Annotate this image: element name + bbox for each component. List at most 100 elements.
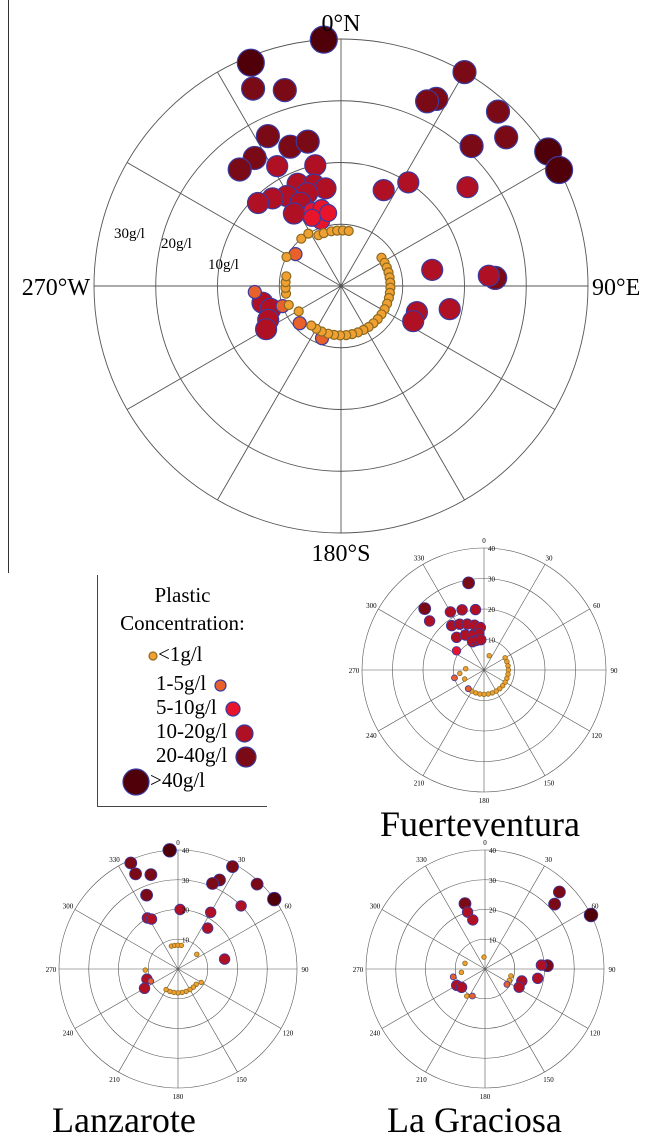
- angle-tick-label: 300: [370, 903, 381, 911]
- direction-label: 90°E: [592, 275, 640, 301]
- data-point: [204, 906, 217, 919]
- data-point: [194, 951, 200, 957]
- data-point: [302, 208, 322, 227]
- radial-value-label: 10g/l: [208, 257, 239, 273]
- data-point: [464, 685, 472, 693]
- data-point: [255, 318, 278, 341]
- radius-tick-label: 40: [488, 545, 496, 553]
- data-point: [281, 251, 292, 263]
- radial-ring: [217, 162, 465, 410]
- data-point: [477, 264, 500, 287]
- data-point: [415, 89, 440, 114]
- data-point: [481, 954, 487, 960]
- data-point: [319, 203, 338, 223]
- radial-ring: [147, 938, 209, 1000]
- data-point: [438, 298, 461, 321]
- radial-ring: [454, 938, 516, 1000]
- legend-marker: [225, 701, 241, 717]
- radial-ring: [365, 849, 605, 1089]
- data-point: [462, 576, 476, 590]
- data-point: [464, 993, 470, 999]
- legend-marker-dot: [148, 651, 158, 661]
- legend-item: 5-10g/l: [156, 696, 241, 718]
- legend-marker-dot: [214, 679, 227, 692]
- legend-item: 20-40g/l: [156, 744, 257, 768]
- data-point: [494, 125, 519, 150]
- legend-marker-dot: [122, 768, 150, 796]
- data-point: [553, 885, 566, 899]
- data-point: [456, 604, 468, 616]
- data-point: [235, 900, 247, 912]
- radius-tick-label: 30: [489, 877, 497, 885]
- angle-tick-label: 0: [176, 839, 180, 847]
- data-point: [267, 891, 282, 907]
- radius-tick-label: 20: [488, 606, 496, 614]
- data-point: [250, 877, 264, 891]
- radial-ring: [93, 38, 589, 534]
- data-point: [462, 676, 468, 682]
- angle-tick-label: 120: [591, 732, 602, 740]
- data-point: [468, 992, 476, 1000]
- radial-ring: [361, 547, 607, 793]
- angle-tick-label: 120: [283, 1030, 294, 1038]
- data-point: [293, 306, 304, 317]
- data-point: [469, 603, 482, 616]
- legend-item-label: >40g/l: [150, 767, 206, 792]
- data-point: [456, 176, 479, 199]
- data-point: [463, 666, 469, 672]
- data-point: [306, 320, 317, 331]
- data-point: [140, 888, 154, 902]
- data-point: [236, 48, 265, 77]
- data-point: [266, 155, 289, 178]
- angle-tick-label: 0: [482, 537, 486, 545]
- data-point: [449, 973, 457, 981]
- radial-ring: [422, 608, 546, 732]
- angle-tick-label: 330: [414, 554, 425, 562]
- data-point: [124, 856, 138, 870]
- data-point: [458, 969, 465, 975]
- angle-tick-label: 300: [63, 903, 74, 911]
- data-point: [508, 973, 514, 979]
- angle-tick-label: 180: [173, 1093, 184, 1101]
- data-point: [144, 868, 158, 881]
- label-lanzarote: Lanzarote: [52, 1100, 196, 1140]
- data-point: [397, 171, 420, 194]
- data-point: [241, 76, 266, 101]
- angle-tick-label: 60: [593, 602, 601, 610]
- legend-marker: [235, 724, 254, 743]
- data-point: [486, 653, 492, 659]
- data-point: [178, 942, 184, 949]
- data-point: [292, 316, 307, 331]
- polar-chart-combined: 0°N 90°E 180°S 270°W 10g/l 20g/l 30g/l: [22, 11, 641, 567]
- data-point: [227, 157, 252, 182]
- data-point: [295, 129, 320, 154]
- data-point: [247, 284, 262, 300]
- data-point: [457, 670, 463, 677]
- angle-tick-label: 270: [349, 667, 360, 675]
- data-point: [451, 674, 458, 682]
- angle-tick-label: 210: [416, 1076, 427, 1084]
- legend-marker: [235, 746, 257, 768]
- angle-tick-label: 60: [592, 903, 600, 911]
- data-point: [309, 25, 338, 54]
- data-point: [283, 299, 294, 311]
- data-point: [475, 634, 487, 646]
- data-point: [461, 906, 474, 918]
- data-point: [462, 960, 468, 966]
- angle-tick-label: 60: [285, 903, 293, 911]
- angle-tick-label: 240: [370, 1030, 381, 1038]
- legend-marker: [122, 768, 150, 796]
- data-point: [147, 977, 155, 985]
- label-fuerteventura: Fuerteventura: [380, 804, 580, 844]
- radius-tick-label: 20: [182, 907, 190, 915]
- data-point: [485, 99, 511, 124]
- angle-tick-label: 240: [63, 1030, 74, 1038]
- data-point: [218, 953, 231, 965]
- angle-tick-label: 210: [414, 780, 425, 788]
- direction-label: 0°N: [322, 11, 361, 37]
- legend-item: 10-20g/l: [156, 720, 254, 743]
- legend-item: >40g/l: [122, 768, 205, 796]
- legend-marker: [214, 679, 227, 692]
- data-point: [138, 982, 151, 995]
- data-point: [548, 897, 561, 911]
